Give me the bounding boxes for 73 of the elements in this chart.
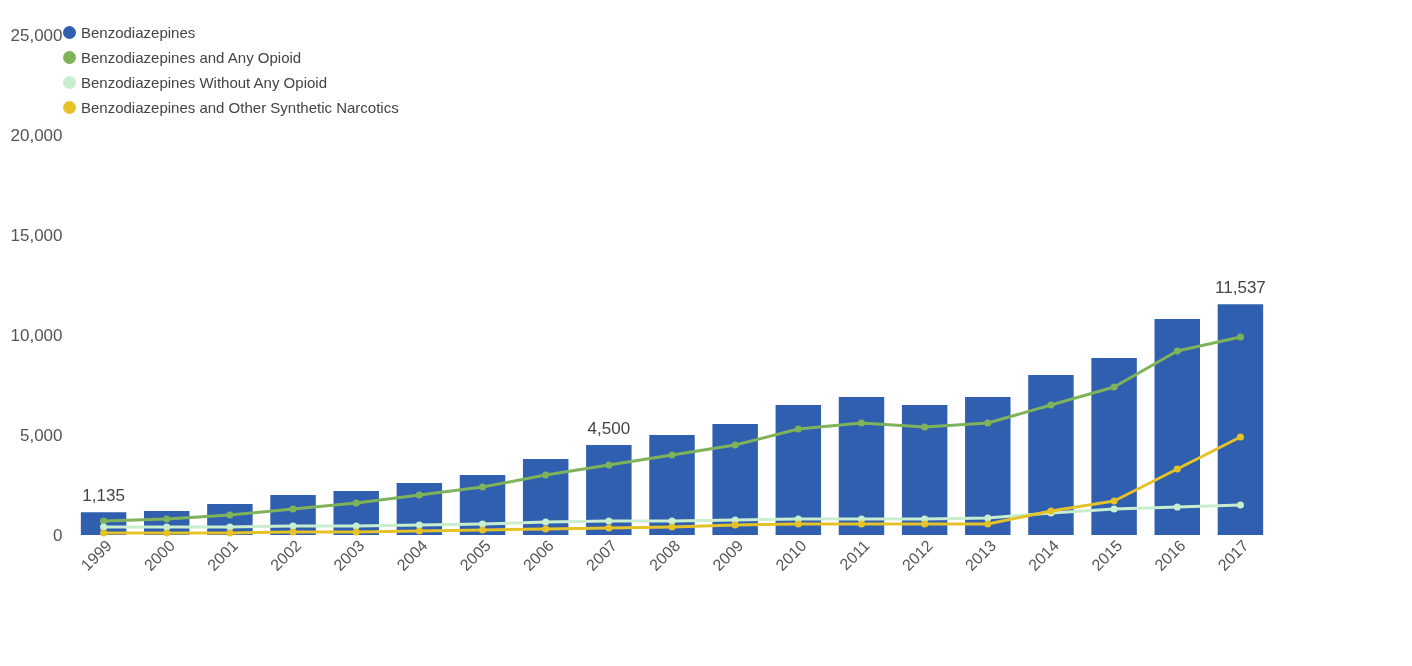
point bbox=[1110, 383, 1118, 391]
point bbox=[478, 520, 487, 528]
point bbox=[731, 521, 739, 529]
point bbox=[163, 523, 171, 531]
bar bbox=[1028, 375, 1074, 535]
legend-label: Benzodiazepines bbox=[81, 23, 196, 41]
point bbox=[542, 525, 550, 533]
legend-label: Benzodiazepines and Other Synthetic Narcotics bbox=[81, 98, 399, 116]
point bbox=[1110, 497, 1118, 505]
point bbox=[668, 451, 676, 459]
point bbox=[352, 522, 360, 530]
bar bbox=[901, 405, 948, 535]
point bbox=[542, 518, 550, 526]
point bbox=[100, 523, 108, 531]
point bbox=[1047, 401, 1055, 409]
point bbox=[226, 529, 234, 537]
point bbox=[1236, 333, 1244, 341]
y-tick-label: 15,000 bbox=[10, 225, 63, 245]
point bbox=[1173, 347, 1181, 355]
bar bbox=[1217, 304, 1264, 535]
point bbox=[794, 520, 802, 528]
bar bbox=[965, 397, 1011, 535]
y-tick-label: 20,000 bbox=[10, 125, 63, 145]
point bbox=[478, 483, 487, 491]
point bbox=[415, 521, 423, 529]
point bbox=[226, 523, 234, 531]
point bbox=[1236, 501, 1244, 509]
point bbox=[352, 499, 360, 507]
point bbox=[226, 511, 234, 519]
point bbox=[731, 441, 739, 449]
y-tick-label: 10,000 bbox=[10, 325, 63, 345]
point bbox=[415, 491, 423, 499]
y-tick-label: 5,000 bbox=[19, 425, 63, 445]
point bbox=[542, 471, 550, 479]
legend-label: Benzodiazepines and Any Opioid bbox=[81, 48, 302, 66]
point bbox=[605, 524, 613, 532]
legend-label: Benzodiazepines Without Any Opioid bbox=[81, 73, 327, 91]
point bbox=[415, 527, 423, 535]
data-label: 1,135 bbox=[82, 486, 125, 506]
point bbox=[921, 520, 929, 528]
point bbox=[668, 523, 676, 531]
bar bbox=[712, 424, 758, 535]
point bbox=[289, 522, 297, 530]
point bbox=[984, 520, 992, 528]
point bbox=[984, 514, 992, 522]
point bbox=[984, 419, 992, 427]
point bbox=[857, 419, 866, 427]
point bbox=[605, 517, 613, 525]
point bbox=[289, 528, 297, 536]
point bbox=[794, 425, 802, 433]
point bbox=[352, 528, 360, 536]
point bbox=[289, 505, 297, 513]
point bbox=[668, 517, 676, 525]
point bbox=[1110, 505, 1118, 513]
point bbox=[857, 520, 866, 528]
data-label: 11,537 bbox=[1215, 278, 1266, 298]
y-tick-label: 25,000 bbox=[10, 25, 63, 45]
bar bbox=[775, 405, 822, 535]
data-label: 4,500 bbox=[587, 419, 631, 438]
point bbox=[1236, 433, 1244, 441]
point bbox=[100, 529, 108, 537]
point bbox=[605, 461, 613, 469]
point bbox=[921, 423, 929, 431]
point bbox=[1173, 465, 1181, 473]
y-tick-label: 0 bbox=[53, 525, 63, 545]
point bbox=[478, 526, 487, 534]
bar bbox=[838, 397, 885, 535]
point bbox=[163, 515, 171, 523]
bar bbox=[1091, 358, 1137, 535]
point bbox=[163, 529, 171, 537]
point bbox=[1173, 503, 1181, 511]
point bbox=[100, 517, 108, 525]
bar bbox=[1154, 319, 1200, 535]
